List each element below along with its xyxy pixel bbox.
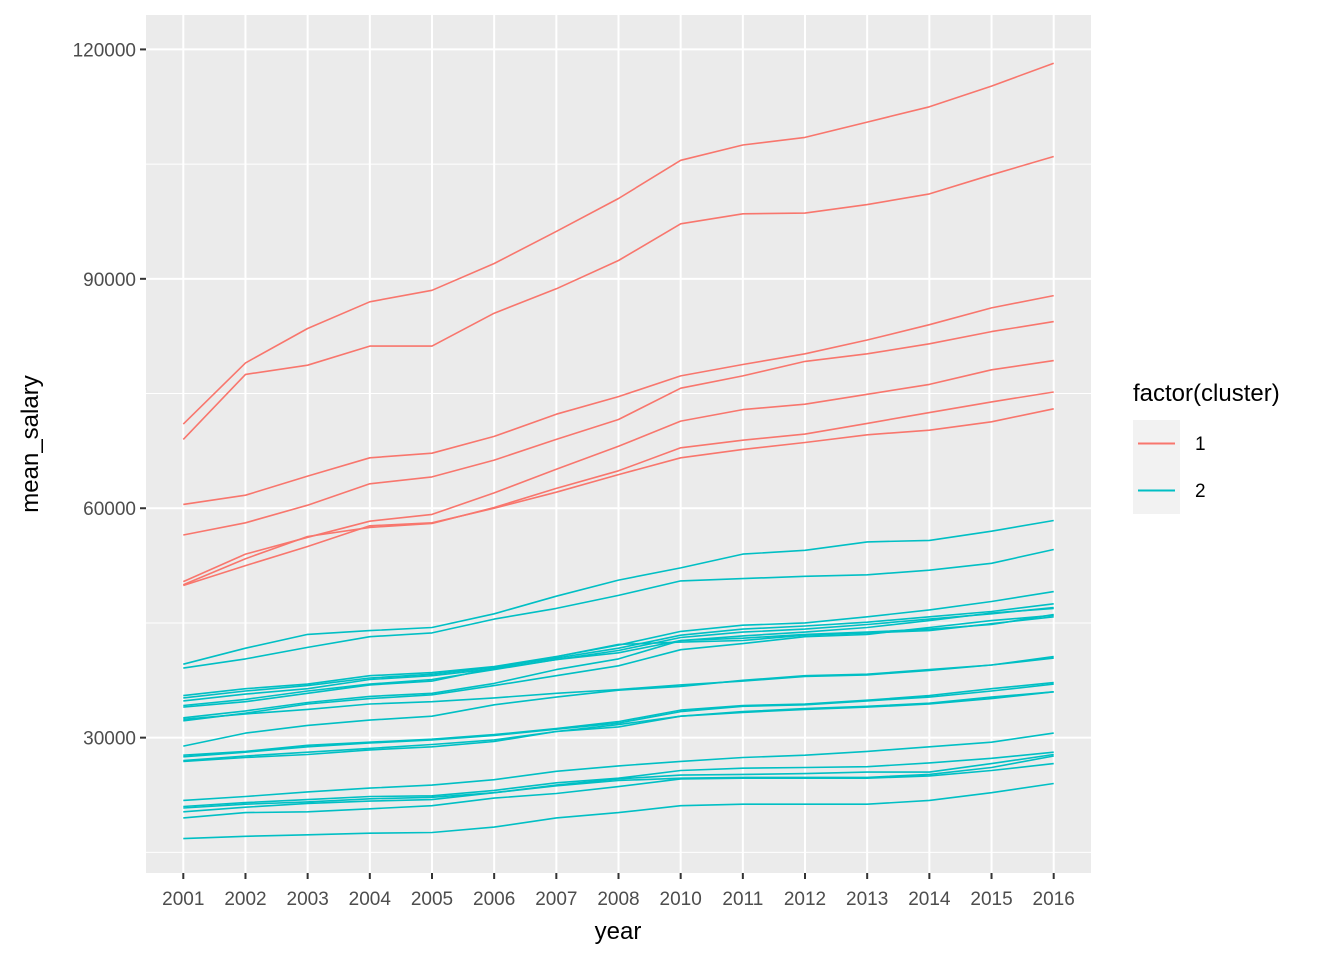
x-axis-title: year bbox=[595, 918, 642, 945]
x-tick-label: 2005 bbox=[411, 889, 453, 910]
series-line-cluster-1 bbox=[183, 320, 1054, 536]
series-line-cluster-1 bbox=[182, 155, 1054, 440]
legend-label-1: 1 bbox=[1195, 434, 1206, 455]
series-line-cluster-1 bbox=[182, 359, 1054, 583]
x-tick-label: 2001 bbox=[162, 889, 204, 910]
series-line-cluster-2 bbox=[183, 753, 1054, 809]
series-line-cluster-2 bbox=[183, 732, 1054, 802]
legend-title: factor(cluster) bbox=[1133, 380, 1280, 407]
series-line-cluster-2 bbox=[183, 607, 1054, 707]
x-tick-label: 2003 bbox=[287, 889, 329, 910]
x-tick-label: 2006 bbox=[473, 889, 515, 910]
x-tick-label: 2011 bbox=[722, 889, 763, 910]
series-line-cluster-2 bbox=[183, 755, 1054, 813]
series-line-cluster-2 bbox=[183, 683, 1054, 758]
series-line-cluster-2 bbox=[183, 614, 1054, 722]
series-line-cluster-1 bbox=[183, 408, 1054, 587]
y-tick-label: 60000 bbox=[83, 499, 136, 520]
y-axis-title: mean_salary bbox=[17, 375, 44, 512]
x-tick-label: 2010 bbox=[660, 889, 702, 910]
series-line-cluster-2 bbox=[183, 762, 1054, 819]
series-line-cluster-2 bbox=[183, 782, 1054, 840]
series-line-cluster-2 bbox=[183, 519, 1054, 665]
x-tick-label: 2004 bbox=[349, 889, 392, 910]
y-tick-label: 30000 bbox=[83, 729, 136, 750]
series-line-cluster-1 bbox=[182, 391, 1054, 586]
series-line-cluster-2 bbox=[183, 681, 1054, 756]
x-tick-label: 2002 bbox=[224, 889, 266, 910]
series-lines bbox=[182, 62, 1054, 840]
series-line-cluster-2 bbox=[183, 548, 1054, 669]
x-tick-label: 2008 bbox=[597, 889, 639, 910]
x-tick-label: 2012 bbox=[784, 889, 826, 910]
legend-label-2: 2 bbox=[1195, 481, 1206, 502]
legend: factor(cluster) 1 2 bbox=[1133, 380, 1280, 514]
series-line-cluster-2 bbox=[183, 603, 1054, 699]
series-line-cluster-1 bbox=[182, 62, 1054, 425]
series-line-cluster-2 bbox=[183, 657, 1054, 747]
x-tick-label: 2016 bbox=[1033, 889, 1075, 910]
y-axis: 30000 60000 90000 120000 bbox=[73, 40, 146, 750]
major-gridlines bbox=[146, 15, 1091, 873]
x-tick-label: 2013 bbox=[846, 889, 888, 910]
series-line-cluster-2 bbox=[183, 691, 1054, 763]
series-line-cluster-2 bbox=[183, 616, 1054, 708]
x-tick-label: 2014 bbox=[908, 889, 951, 910]
series-line-cluster-1 bbox=[183, 294, 1054, 506]
x-axis: 2001 2002 2003 2004 2005 2006 2007 2008 2010 2011… bbox=[162, 873, 1075, 910]
y-tick-label: 120000 bbox=[73, 40, 136, 61]
series-line-cluster-2 bbox=[183, 606, 1054, 702]
x-tick-label: 2015 bbox=[970, 889, 1012, 910]
x-tick-label: 2007 bbox=[535, 889, 577, 910]
y-tick-label: 90000 bbox=[83, 270, 136, 291]
